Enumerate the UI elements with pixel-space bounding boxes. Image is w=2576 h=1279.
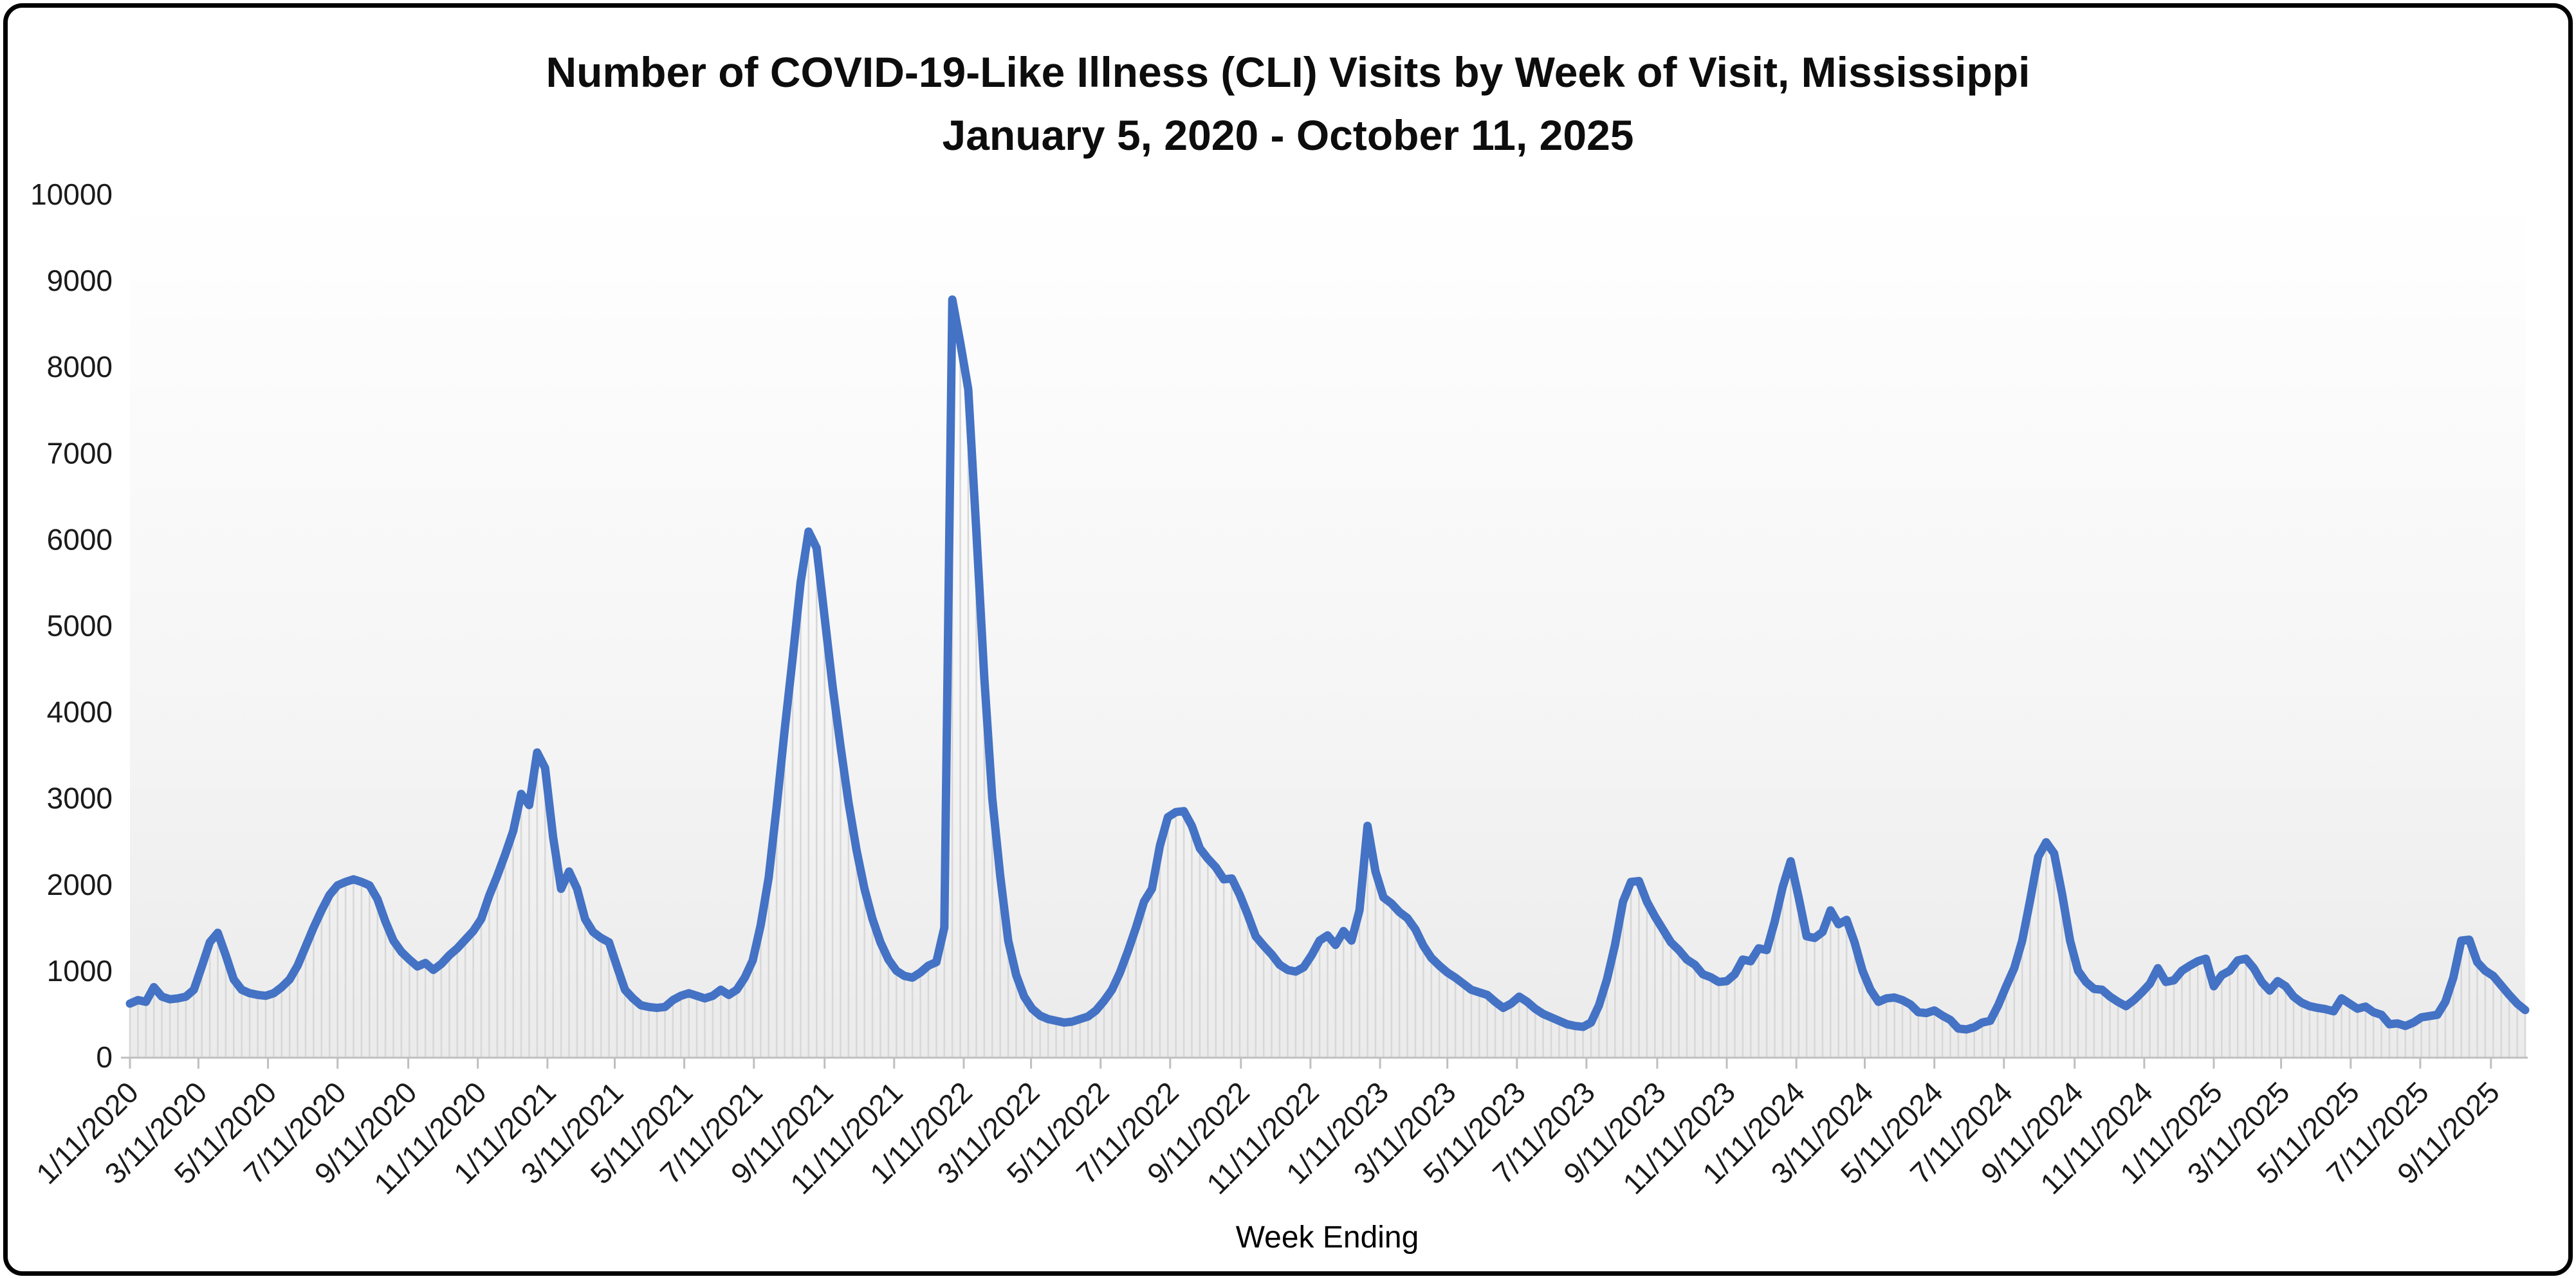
y-tick-label: 7000	[47, 436, 113, 470]
chart-subtitle-date-range: January 5, 2020 - October 11, 2025	[942, 111, 1634, 159]
y-tick-label: 4000	[47, 695, 113, 729]
x-axis-title: Week Ending	[1235, 1220, 1419, 1255]
y-tick-label: 10000	[30, 178, 113, 211]
y-tick-label: 3000	[47, 782, 113, 815]
y-tick-label: 6000	[47, 522, 113, 556]
chart-title: Number of COVID-19-Like Illness (CLI) Vi…	[546, 48, 2030, 96]
cli-weekly-visits-line-chart: 0 1000 2000 3000 4000 5000 6000 7000 8000 9000 100…	[30, 178, 2530, 1201]
y-tick-label: 2000	[47, 868, 113, 901]
y-tick-label: 8000	[47, 350, 113, 383]
chart-outer-border: Number of COVID-19-Like Illness (CLI) Vi…	[3, 3, 2573, 1276]
y-tick-label: 0	[96, 1040, 113, 1074]
cli-visits-series-line	[125, 295, 2530, 1034]
y-tick-label: 5000	[47, 609, 113, 643]
y-tick-label: 1000	[47, 954, 113, 988]
y-tick-label: 9000	[47, 264, 113, 297]
